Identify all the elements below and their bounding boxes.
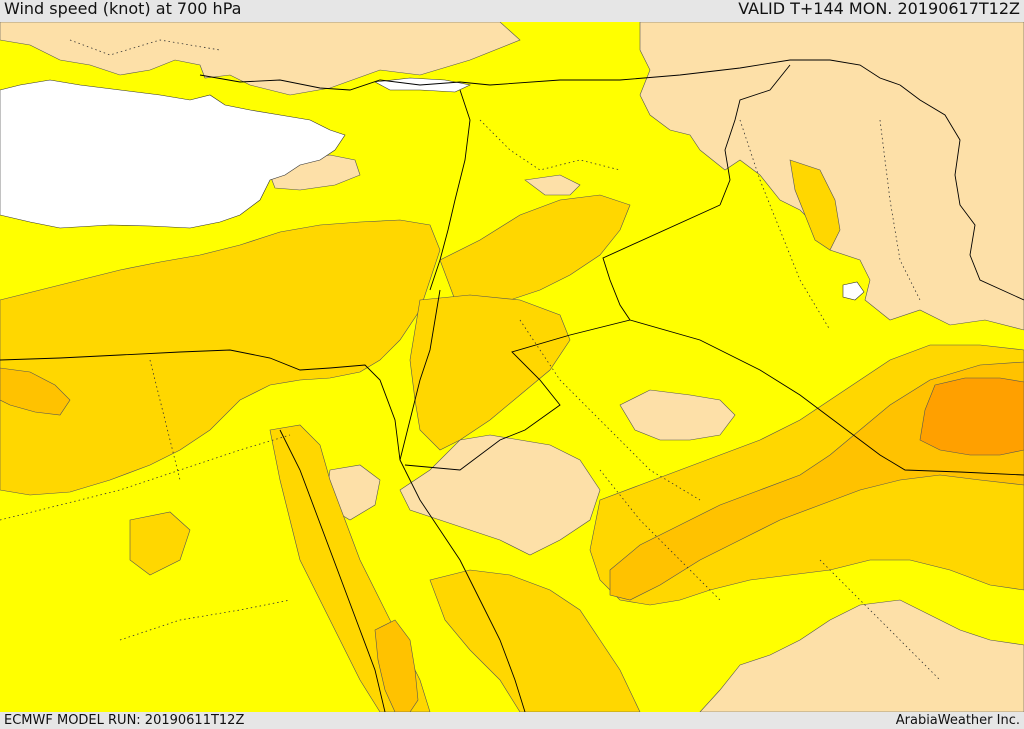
- province-line-9: [479, 119, 621, 171]
- province-line-4: [599, 469, 721, 601]
- strong-wind-areas: [0, 361, 1024, 712]
- border-syria-iraq: [719, 64, 791, 206]
- light-wind-areas: [0, 22, 1024, 712]
- coast-levant: [429, 89, 471, 291]
- valid-time: VALID T+144 MON. 20190617T12Z: [738, 0, 1020, 18]
- coast-turkey: [199, 74, 491, 91]
- strong-band-arabia: [609, 361, 1024, 601]
- model-run-label: ECMWF MODEL RUN: 20190611T12Z: [4, 713, 245, 728]
- light-area-southeast: [699, 599, 1024, 712]
- province-line-10: [819, 559, 941, 681]
- sea-areas: [0, 77, 865, 301]
- country-borders: [0, 59, 1024, 712]
- map-title: Wind speed (knot) at 700 hPa: [4, 0, 242, 18]
- wind-speed-map[interactable]: [0, 22, 1024, 712]
- light-area-jordan: [619, 389, 736, 441]
- coast-red-sea-west: [279, 429, 386, 712]
- lake-van: [842, 281, 865, 301]
- province-line-8: [69, 39, 221, 56]
- light-area-syria: [524, 174, 581, 196]
- border-jordan-saudi: [404, 204, 721, 471]
- moderate-area-iraq-north: [789, 159, 841, 251]
- strong-area-libya: [0, 367, 71, 416]
- province-line-7: [119, 599, 291, 641]
- coast-red-sea-east: [404, 469, 526, 712]
- province-line-5: [739, 119, 831, 331]
- province-boundaries: [0, 39, 941, 681]
- header-bar: Wind speed (knot) at 700 hPa VALID T+144…: [0, 0, 1024, 22]
- light-area-turkey: [0, 22, 521, 96]
- strong-area-hejaz: [374, 619, 419, 712]
- moderate-band-egypt: [0, 219, 441, 496]
- border-egypt-sudan-coast: [0, 349, 406, 471]
- moderate-area-jordan: [409, 294, 571, 451]
- mediterranean-sea: [0, 79, 346, 229]
- border-israel-jordan: [399, 289, 441, 461]
- light-area-sinai: [399, 434, 601, 556]
- strongest-wind-areas: [919, 377, 1024, 456]
- footer-bar: ECMWF MODEL RUN: 20190611T12Z ArabiaWeat…: [0, 712, 1024, 729]
- border-iraq-saudi: [629, 319, 1024, 476]
- light-area-northeast: [639, 22, 1024, 331]
- credit-label: ArabiaWeather Inc.: [895, 713, 1020, 728]
- border-iraq-iran: [899, 84, 1024, 301]
- border-syria-turkey: [489, 59, 901, 86]
- moderate-area-west-desert: [129, 511, 191, 576]
- strongest-area-iran: [919, 377, 1024, 456]
